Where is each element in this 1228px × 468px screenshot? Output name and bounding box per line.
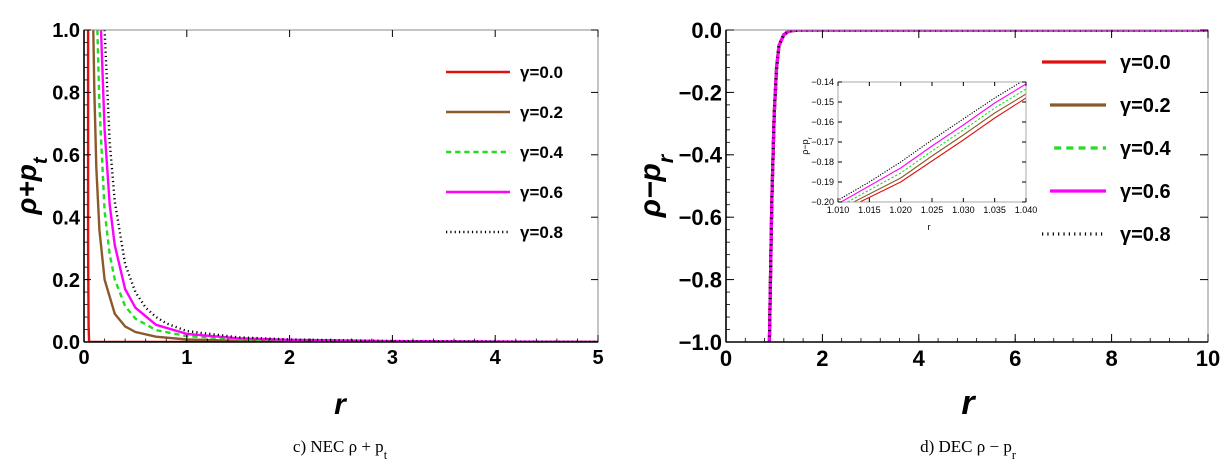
y-axis-title: ρ−pr — [634, 153, 678, 218]
x-tick-label: 2 — [816, 346, 828, 371]
y-tick-label: −0.8 — [679, 268, 722, 293]
x-tick-label: 0 — [78, 347, 89, 369]
series-group — [86, 30, 598, 342]
inset-y-axis-title: ρ−pr — [800, 136, 814, 154]
series-line-0 — [859, 97, 1026, 202]
legend-entry-4: γ=0.8 — [520, 223, 563, 242]
series-group — [767, 30, 1208, 342]
legend-entry-2: γ=0.4 — [520, 143, 564, 162]
legend-entry-2: γ=0.4 — [1120, 138, 1171, 160]
x-tick-label: 1.015 — [858, 205, 881, 215]
y-axis-title: ρ+pt — [11, 156, 52, 215]
x-tick-label: 10 — [1196, 346, 1220, 371]
x-tick-label: 6 — [1009, 346, 1021, 371]
x-tick-label: 2 — [284, 347, 295, 369]
series-line-3 — [767, 30, 1208, 342]
x-tick-label: 1.025 — [921, 205, 944, 215]
y-tick-label: −0.18 — [811, 157, 834, 167]
y-tick-label: −0.16 — [811, 117, 834, 127]
y-tick-label: 0.6 — [52, 145, 80, 167]
legend-entry-1: γ=0.2 — [1120, 95, 1171, 117]
caption-d: d) DEC ρ − pr — [920, 437, 1016, 462]
y-tick-label: 0.8 — [52, 83, 80, 105]
x-tick-label: 1.040 — [1015, 205, 1038, 215]
series-group — [838, 82, 1026, 202]
series-line-3 — [840, 83, 1026, 202]
y-tick-label: 0.0 — [691, 18, 722, 43]
series-line-1 — [92, 30, 598, 342]
legend-entry-3: γ=0.6 — [520, 183, 563, 202]
x-tick-label: 1.020 — [889, 205, 912, 215]
y-tick-label: 0.4 — [52, 207, 81, 229]
x-tick-label: 4 — [913, 346, 926, 371]
chart-panel-c: 0 1 2 3 4 5 0.0 0.2 0.4 0.6 0.8 1.0 r ρ+pt γ=0.0 γ=0.2 γ… — [11, 20, 604, 421]
series-line-1 — [853, 93, 1026, 202]
y-tick-label: 0.2 — [52, 270, 80, 292]
x-axis-title: r — [961, 384, 976, 422]
y-tick-label: −0.4 — [679, 143, 723, 168]
series-line-4 — [838, 82, 1023, 201]
x-axis-title: r — [334, 388, 348, 421]
series-line-0 — [86, 30, 598, 342]
x-tick-label: 0 — [720, 346, 732, 371]
x-tick-label: 1.035 — [983, 205, 1006, 215]
inset-x-axis-title: r — [928, 222, 931, 232]
legend-entry-3: γ=0.6 — [1120, 181, 1171, 203]
legend-entry-0: γ=0.0 — [1120, 52, 1171, 74]
chart-panel-inset: 1.010 1.015 1.020 1.025 1.030 1.035 1.040 −0.20… — [800, 77, 1037, 232]
series-line-2 — [96, 30, 598, 342]
x-tick-label: 4 — [490, 347, 502, 369]
y-tick-label: −0.14 — [811, 77, 834, 87]
y-tick-label: −0.17 — [811, 137, 834, 147]
y-tick-label: −1.0 — [679, 330, 722, 355]
x-tick-label: 5 — [592, 347, 603, 369]
x-tick-label: 1.030 — [952, 205, 975, 215]
y-tick-label: −0.6 — [679, 205, 722, 230]
x-tick-label: 3 — [387, 347, 398, 369]
x-tick-label: 1.010 — [827, 205, 850, 215]
y-tick-label: −0.20 — [811, 197, 834, 207]
x-tick-label: 1 — [181, 347, 192, 369]
y-tick-label: −0.2 — [679, 80, 722, 105]
legend-entry-1: γ=0.2 — [520, 103, 563, 122]
series-line-3 — [99, 30, 598, 342]
x-tick-label: 8 — [1105, 346, 1117, 371]
y-tick-label: −0.15 — [811, 97, 834, 107]
y-tick-label: −0.19 — [811, 177, 834, 187]
chart-panel-d: 0 2 4 6 8 10 −1.0 −0.8 −0.6 −0.4 −0.2 0.0 r ρ−pr γ=0.0… — [634, 18, 1220, 422]
caption-c: c) NEC ρ + pt — [293, 437, 388, 462]
series-line-2 — [847, 88, 1026, 202]
legend-entry-0: γ=0.0 — [520, 63, 563, 82]
y-tick-label: 1.0 — [52, 20, 80, 42]
y-tick-label: 0.0 — [52, 332, 80, 354]
legend-entry-4: γ=0.8 — [1120, 224, 1171, 246]
